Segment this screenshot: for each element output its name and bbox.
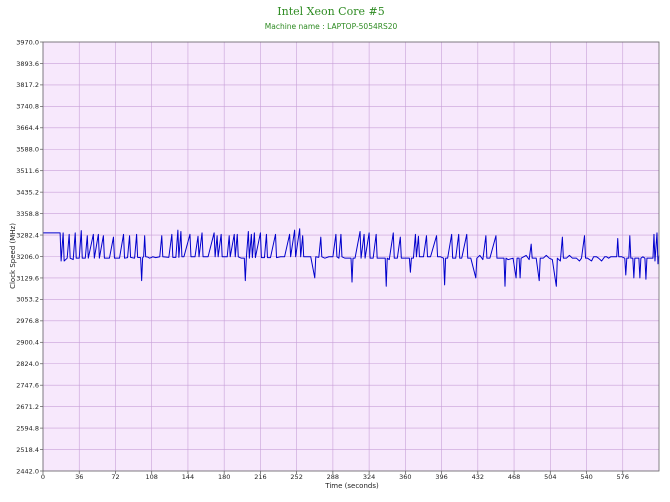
- y-tick-label: 2671.2: [16, 403, 39, 411]
- y-tick-label: 2900.4: [16, 339, 39, 347]
- x-tick-label: 468: [508, 473, 520, 481]
- x-axis-label: Time (seconds): [324, 482, 379, 490]
- y-tick-label: 3511.6: [16, 167, 39, 175]
- y-tick-label: 3358.8: [16, 210, 39, 218]
- x-tick-label: 576: [617, 473, 629, 481]
- y-axis-label: Clock Speed (MHz): [9, 223, 17, 289]
- x-tick-label: 180: [218, 473, 230, 481]
- y-tick-label: 3970.0: [16, 38, 39, 46]
- x-tick-label: 0: [41, 473, 45, 481]
- x-tick-label: 360: [399, 473, 411, 481]
- x-tick-label: 108: [145, 473, 157, 481]
- y-tick-label: 2976.8: [16, 317, 39, 325]
- y-tick-label: 3664.4: [16, 124, 39, 132]
- y-tick-label: 2824.0: [16, 360, 39, 368]
- y-tick-label: 3053.2: [16, 296, 39, 304]
- y-tick-label: 3740.8: [16, 103, 39, 111]
- x-tick-label: 288: [327, 473, 339, 481]
- x-tick-label: 72: [111, 473, 119, 481]
- x-tick-label: 432: [472, 473, 484, 481]
- x-tick-label: 396: [435, 473, 447, 481]
- clock-speed-line: [43, 228, 660, 287]
- x-tick-label: 504: [544, 473, 556, 481]
- x-tick-label: 252: [290, 473, 302, 481]
- y-tick-label: 3893.6: [16, 60, 39, 68]
- y-tick-label: 3282.4: [16, 231, 39, 239]
- chart-title: Intel Xeon Core #5: [277, 5, 384, 18]
- x-tick-label: 144: [182, 473, 194, 481]
- y-tick-label: 3588.0: [16, 146, 39, 154]
- x-axis-ticks: 0 36 72 108 144 180 216 252 288 324 360 396 432 468 50…: [41, 471, 629, 481]
- grid-lines: [42, 41, 659, 472]
- y-tick-label: 2594.8: [16, 424, 39, 432]
- y-tick-label: 3129.6: [16, 274, 39, 282]
- y-tick-label: 2442.0: [16, 467, 39, 475]
- x-tick-label: 216: [254, 473, 266, 481]
- x-tick-label: 36: [75, 473, 83, 481]
- plot-border: [42, 41, 660, 472]
- y-tick-label: 2518.4: [16, 446, 39, 454]
- y-tick-label: 3817.2: [16, 81, 39, 89]
- y-tick-label: 3435.2: [16, 188, 39, 196]
- y-tick-label: 3206.0: [16, 253, 39, 261]
- x-tick-label: 324: [363, 473, 375, 481]
- chart-subtitle: Machine name : LAPTOP-5054RS20: [265, 22, 398, 31]
- y-axis-ticks: 2442.0 2518.4 2594.8 2671.2 2747.6 2824.0 2900…: [16, 38, 43, 475]
- x-tick-label: 540: [580, 473, 592, 481]
- y-tick-label: 2747.6: [16, 382, 39, 390]
- series-lines: [43, 228, 660, 287]
